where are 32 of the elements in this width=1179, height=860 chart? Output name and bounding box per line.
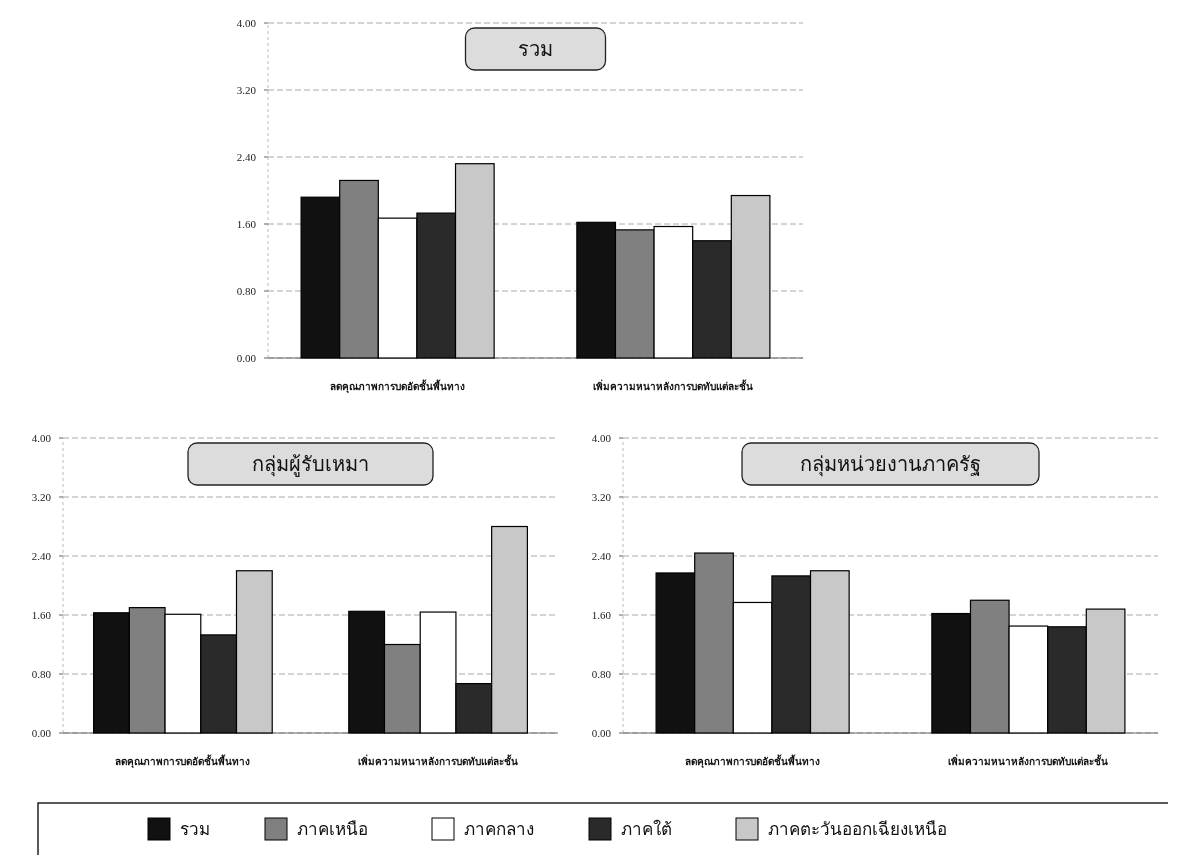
y-tick-label: 1.60 [31, 608, 52, 621]
x-tick-label: เพิ่มความหนาหลังการบดทับแต่ละชั้น [358, 754, 519, 767]
text: กลุ่มผู้รับเหมา [252, 452, 369, 477]
y-tick-label: 0.00 [31, 726, 52, 739]
y-tick-label: 0.00 [236, 351, 257, 364]
legend-label: ภาคใต้ [621, 818, 672, 839]
y-tick-label: 0.00 [591, 726, 612, 739]
text: กลุ่มหน่วยงานภาครัฐ [800, 452, 981, 477]
y-tick-label: 1.60 [591, 608, 612, 621]
x-tick-label: ลดคุณภาพการบดอัดชั้นพื้นทาง [330, 379, 466, 393]
y-tick-label: 2.40 [31, 549, 52, 562]
y-tick-label: 2.40 [591, 549, 612, 562]
text: รวม [518, 37, 553, 61]
y-tick-label: 4.00 [236, 16, 257, 29]
legend-label: รวม [180, 818, 210, 839]
legend-label: ภาคตะวันออกเฉียงเหนือ [768, 818, 947, 839]
y-tick-label: 2.40 [236, 150, 257, 163]
legend-label: ภาคเหนือ [297, 818, 368, 839]
y-tick-label: 0.80 [31, 667, 52, 680]
legend-label: ภาคกลาง [464, 818, 534, 839]
x-tick-label: ลดคุณภาพการบดอัดชั้นพื้นทาง [685, 754, 821, 768]
y-tick-label: 0.80 [236, 284, 257, 297]
y-tick-label: 3.20 [31, 490, 52, 503]
y-tick-label: 4.00 [31, 431, 52, 444]
y-tick-label: 3.20 [591, 490, 612, 503]
y-tick-label: 3.20 [236, 83, 257, 96]
y-tick-label: 4.00 [591, 431, 612, 444]
x-tick-label: ลดคุณภาพการบดอัดชั้นพื้นทาง [115, 754, 251, 768]
x-tick-label: เพิ่มความหนาหลังการบดทับแต่ละชั้น [948, 754, 1109, 767]
y-tick-label: 1.60 [236, 217, 257, 230]
x-tick-label: เพิ่มความหนาหลังการบดทับแต่ละชั้น [593, 379, 754, 392]
y-tick-label: 0.80 [591, 667, 612, 680]
